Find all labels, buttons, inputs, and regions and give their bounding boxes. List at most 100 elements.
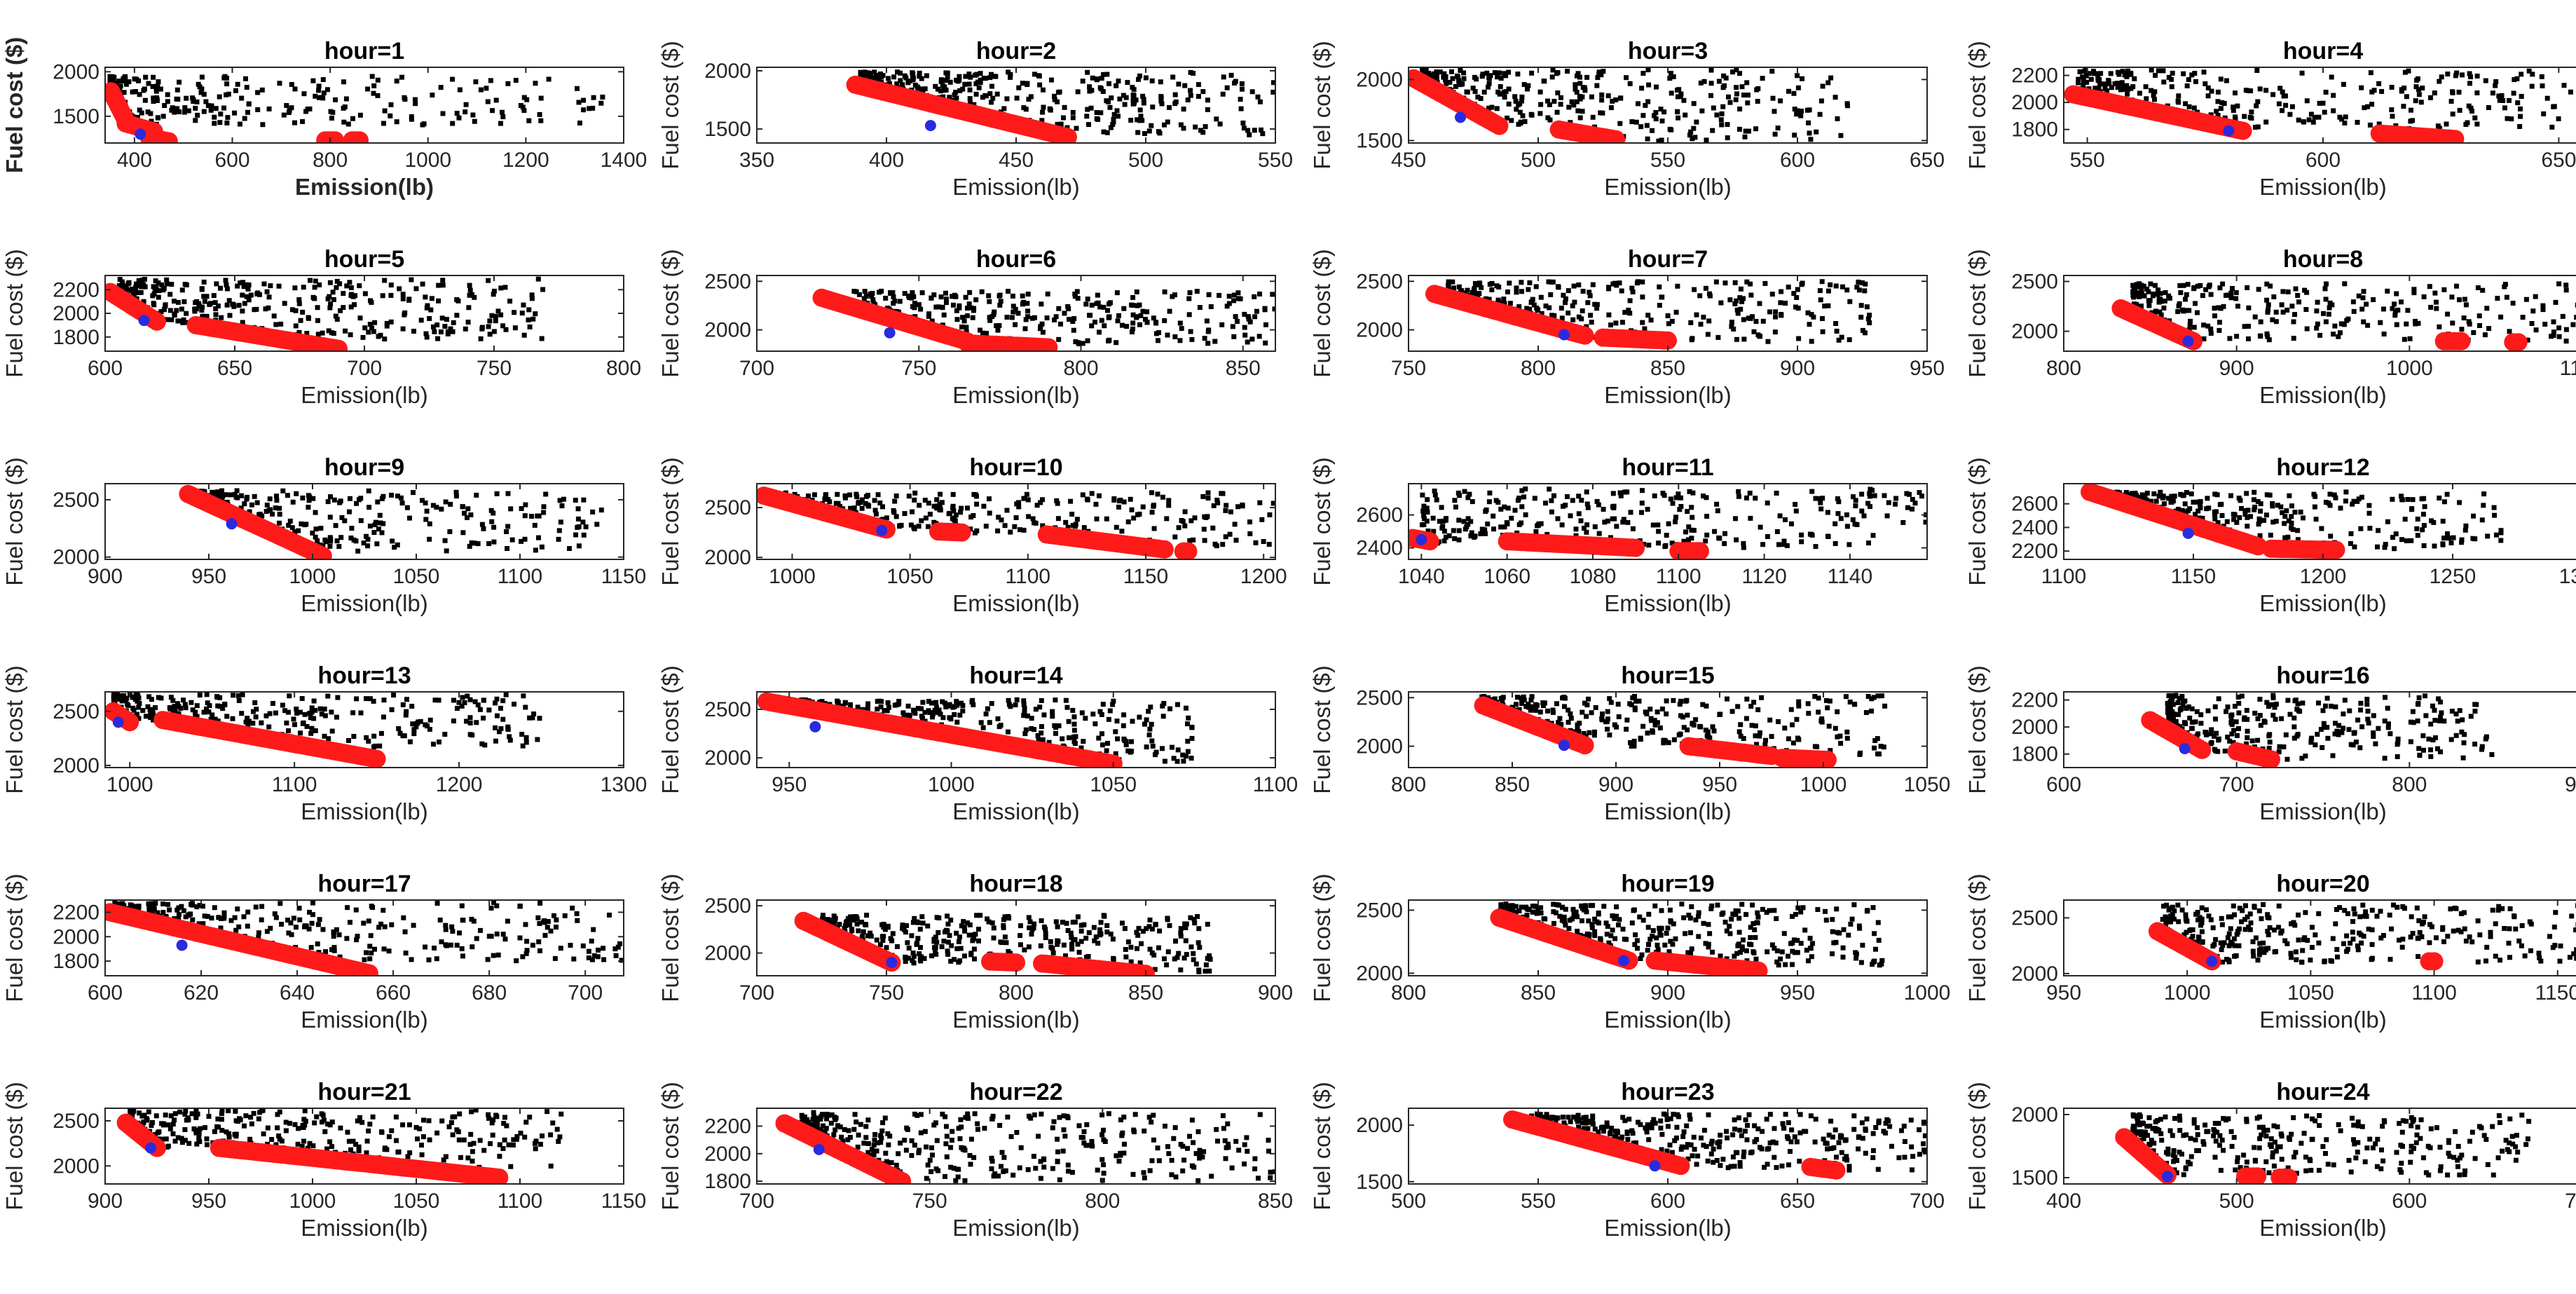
population-point (2343, 489, 2349, 495)
population-point (2166, 293, 2172, 299)
population-point (151, 99, 156, 104)
population-point (1580, 94, 1585, 100)
population-point (1561, 292, 1566, 298)
population-point (1192, 515, 1198, 521)
population-point (2202, 81, 2208, 86)
population-point (268, 283, 273, 289)
population-point (590, 509, 596, 515)
population-point (1807, 322, 1812, 327)
population-point (1262, 306, 1268, 311)
population-point (296, 301, 302, 306)
population-point (1066, 306, 1071, 311)
population-point (2280, 89, 2285, 95)
plot-area (105, 692, 542, 768)
population-point (121, 693, 127, 698)
pareto-point (1690, 542, 1709, 559)
population-point (1167, 104, 1172, 110)
population-point (1644, 123, 1650, 128)
population-point (2170, 70, 2175, 76)
population-point (581, 532, 587, 538)
population-point (950, 491, 956, 497)
population-point (1795, 108, 1800, 114)
population-point (1519, 289, 1524, 294)
x-tick-label: 1400 (601, 149, 648, 172)
population-point (1108, 125, 1114, 130)
population-point (906, 293, 912, 299)
population-point (2504, 294, 2509, 300)
population-point (219, 488, 224, 493)
population-point (270, 511, 275, 517)
population-point (151, 302, 157, 308)
population-point (1675, 94, 1680, 100)
population-point (870, 297, 876, 303)
population-point (1472, 280, 1478, 286)
population-point (215, 703, 221, 709)
population-point (1839, 334, 1844, 340)
population-point (354, 500, 359, 506)
population-point (1734, 537, 1739, 543)
population-point (1668, 496, 1673, 502)
population-point (992, 309, 997, 315)
population-point (2296, 299, 2301, 305)
population-point (1153, 320, 1159, 326)
population-point (966, 301, 972, 307)
population-point (1450, 76, 1455, 81)
population-point (454, 111, 460, 116)
subplot-hour-8: 8009001000110020002500hour=8Emission(lb)… (1964, 246, 2576, 408)
population-point (2104, 88, 2109, 94)
population-point (2091, 69, 2096, 74)
population-point (2144, 96, 2149, 102)
population-point (201, 92, 207, 97)
population-point (289, 307, 295, 313)
population-point (1453, 83, 1458, 89)
population-point (174, 87, 180, 93)
population-point (952, 518, 958, 524)
subplot-title: hour=4 (2283, 38, 2363, 64)
population-point (2239, 505, 2244, 511)
population-point (2237, 515, 2242, 520)
population-point (2084, 79, 2090, 85)
population-point (1753, 319, 1759, 324)
population-point (313, 534, 318, 540)
population-point (1547, 102, 1552, 107)
population-point (947, 79, 953, 85)
population-point (1601, 507, 1606, 512)
population-point (1004, 315, 1010, 320)
population-point (1559, 522, 1565, 528)
population-point (2304, 98, 2310, 104)
population-point (239, 493, 245, 498)
population-point (1144, 309, 1150, 315)
population-point (274, 493, 279, 499)
population-point (2264, 281, 2270, 287)
x-tick-label: 1060 (1484, 565, 1530, 588)
population-point (957, 77, 962, 83)
population-point (987, 91, 993, 97)
population-point (315, 318, 320, 323)
population-point (533, 81, 538, 86)
population-point (409, 277, 414, 282)
population-point (263, 713, 269, 718)
population-point (1765, 339, 1771, 344)
population-point (322, 713, 328, 718)
population-point (2247, 114, 2253, 120)
population-point (2315, 321, 2320, 327)
population-point (1498, 300, 1504, 306)
population-point (2533, 294, 2538, 299)
population-point (399, 500, 405, 506)
population-point (1521, 494, 1527, 500)
pareto-point (2327, 540, 2345, 559)
population-point (234, 488, 240, 493)
population-point (1052, 97, 1057, 102)
population-point (1206, 327, 1212, 333)
population-point (1858, 315, 1864, 320)
population-point (1009, 315, 1015, 320)
population-point (2439, 74, 2444, 80)
population-point (380, 293, 385, 299)
population-point (1420, 67, 1425, 73)
population-point (529, 514, 535, 519)
population-point (329, 709, 334, 715)
population-point (900, 82, 905, 88)
axes-frame (2063, 275, 2576, 352)
x-tick-label: 950 (1910, 357, 1945, 380)
population-point (2338, 321, 2344, 327)
